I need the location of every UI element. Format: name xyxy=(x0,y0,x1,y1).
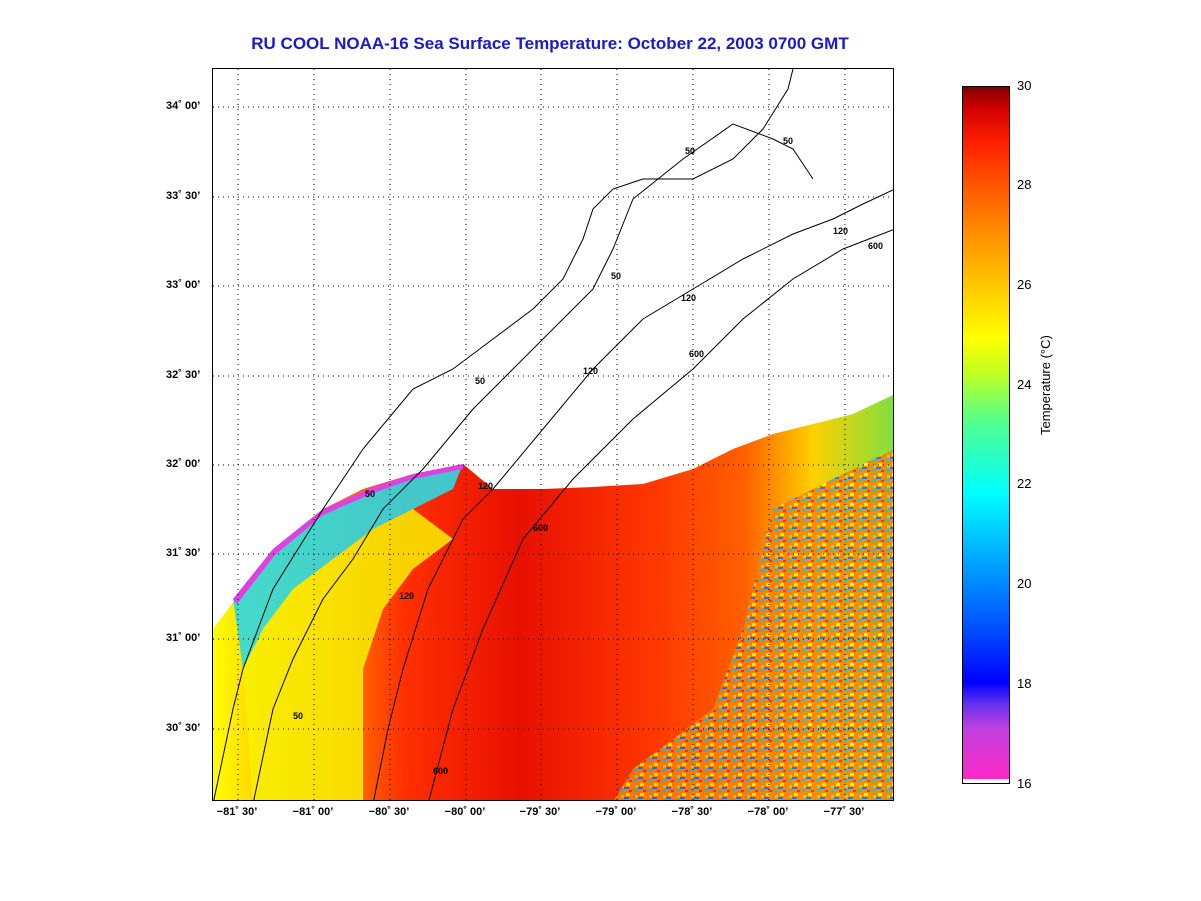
sst-field-yellow-band xyxy=(243,509,453,800)
lon-tick-label: −80˚ 30’ xyxy=(368,806,410,818)
lon-tick-label: −79˚ 30’ xyxy=(519,806,561,818)
depth-label: 600 xyxy=(689,349,704,359)
depth-labels: 50 50 50 50 50 50 120 120 120 120 120 60… xyxy=(293,136,883,776)
lon-tick-label: −81˚ 00’ xyxy=(292,806,334,818)
lon-tick-label: −78˚ 00’ xyxy=(747,806,789,818)
colorbar-axis-label: Temperature (°C) xyxy=(1038,335,1053,435)
depth-label: 50 xyxy=(685,146,695,156)
depth-label: 600 xyxy=(433,766,448,776)
colorbar-tick-label: 16 xyxy=(1017,776,1032,791)
isobath-120 xyxy=(373,189,893,800)
lon-tick-label: −80˚ 00’ xyxy=(444,806,486,818)
colorbar-tick-label: 26 xyxy=(1017,277,1032,292)
depth-label: 120 xyxy=(478,481,493,491)
colorbar-tick-label: 28 xyxy=(1017,177,1032,192)
lat-tick-label: 32˚ 00’ xyxy=(166,458,201,470)
lat-tick-label: 31˚ 00’ xyxy=(166,632,201,644)
lon-tick-label: −79˚ 00’ xyxy=(595,806,637,818)
lat-lon-grid xyxy=(213,69,893,800)
depth-label: 120 xyxy=(833,226,848,236)
isobath-50 xyxy=(253,123,814,800)
sst-field-cool-band xyxy=(233,464,463,669)
map-title: RU COOL NOAA-16 Sea Surface Temperature:… xyxy=(251,34,849,53)
sst-field-offshore-speckle xyxy=(614,449,893,800)
depth-label: 600 xyxy=(868,241,883,251)
lat-tick-label: 33˚ 30’ xyxy=(166,190,201,202)
colorbar-tick-label: 22 xyxy=(1017,476,1032,491)
lat-tick-label: 31˚ 30’ xyxy=(166,547,201,559)
depth-label: 120 xyxy=(583,366,598,376)
colorbar-tick-label: 30 xyxy=(1017,78,1032,93)
depth-label: 50 xyxy=(293,711,303,721)
temperature-colorbar xyxy=(962,86,1010,784)
isobath-600 xyxy=(428,229,893,800)
colorbar-tick-label: 24 xyxy=(1017,377,1032,392)
colorbar-tick-label: 18 xyxy=(1017,676,1032,691)
coastline xyxy=(213,69,794,800)
depth-label: 50 xyxy=(611,271,621,281)
lon-tick-label: −81˚ 30’ xyxy=(216,806,258,818)
lat-tick-label: 34˚ 00’ xyxy=(166,100,201,112)
sst-map[interactable]: 50 50 50 50 50 50 120 120 120 120 120 60… xyxy=(212,68,894,801)
lon-tick-label: −77˚ 30’ xyxy=(823,806,865,818)
colorbar-tick-label: 20 xyxy=(1017,576,1032,591)
lat-tick-label: 32˚ 30’ xyxy=(166,369,201,381)
depth-label: 120 xyxy=(681,293,696,303)
sst-map-svg: 50 50 50 50 50 50 120 120 120 120 120 60… xyxy=(213,69,893,800)
lon-tick-label: −78˚ 30’ xyxy=(671,806,713,818)
depth-label: 120 xyxy=(399,591,414,601)
lat-tick-label: 33˚ 00’ xyxy=(166,279,201,291)
depth-label: 50 xyxy=(365,489,375,499)
lat-tick-label: 30˚ 30’ xyxy=(166,722,201,734)
depth-label: 50 xyxy=(475,376,485,386)
depth-label: 600 xyxy=(533,523,548,533)
depth-label: 50 xyxy=(783,136,793,146)
